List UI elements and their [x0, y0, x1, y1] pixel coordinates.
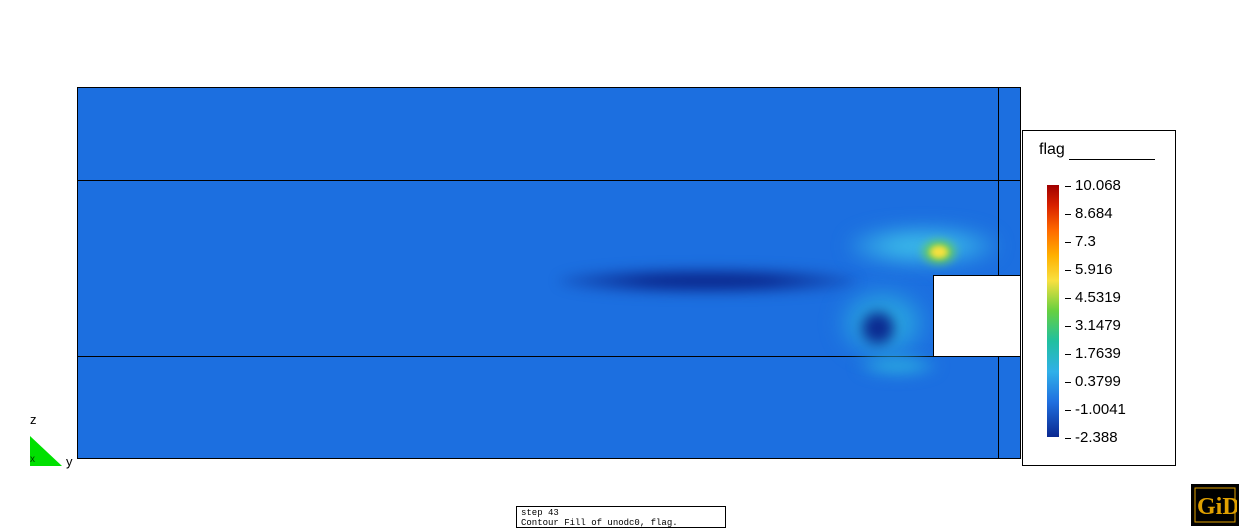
status-line-1: step 43	[521, 508, 559, 518]
legend-tick-label: 10.068	[1075, 177, 1121, 194]
legend-box: flag 10.068 8.684 7.3 5.916 4.5319 3.1479 1.76…	[1022, 130, 1176, 466]
plume-bottom-wash	[858, 356, 938, 376]
legend-tick: 8.684	[1065, 205, 1113, 222]
legend-tick-label: 5.916	[1075, 261, 1113, 278]
legend-tick: 10.068	[1065, 177, 1121, 194]
legend-ticks: 10.0688.6847.35.9164.53193.14791.76390.3…	[1065, 181, 1155, 441]
legend-tick: 1.7639	[1065, 345, 1121, 362]
legend-title-underline	[1069, 159, 1155, 160]
axis-y-label: y	[66, 454, 73, 469]
status-line-2: Contour Fill of unodc0, flag.	[521, 518, 678, 528]
legend-tick: 0.3799	[1065, 373, 1121, 390]
gid-logo-text: GiD	[1197, 494, 1237, 520]
legend-colorbar	[1047, 185, 1059, 437]
status-box: step 43 Contour Fill of unodc0, flag.	[516, 506, 726, 528]
plume-fan-inner	[858, 308, 898, 348]
legend-tick: 7.3	[1065, 233, 1096, 250]
legend-tick-label: 0.3799	[1075, 373, 1121, 390]
legend-tick-label: 1.7639	[1075, 345, 1121, 362]
legend-tick-label: 8.684	[1075, 205, 1113, 222]
axis-z-label: z	[30, 412, 37, 427]
plume-hot-core	[928, 244, 950, 260]
legend-title: flag	[1039, 141, 1065, 159]
gid-logo: GiD	[1191, 484, 1239, 526]
contour-viewport[interactable]	[78, 88, 1020, 458]
domain-vline	[998, 88, 999, 458]
legend-tick: 5.916	[1065, 261, 1113, 278]
legend-tick-label: 7.3	[1075, 233, 1096, 250]
domain-hline-1	[78, 180, 1020, 181]
obstacle-block	[934, 276, 1020, 356]
plume-streak	[558, 268, 858, 294]
legend-tick: -2.388	[1065, 429, 1118, 446]
legend-tick: -1.0041	[1065, 401, 1126, 418]
legend-tick: 3.1479	[1065, 317, 1121, 334]
legend-tick-label: 4.5319	[1075, 289, 1121, 306]
legend-tick-label: -2.388	[1075, 429, 1118, 446]
axis-x-label: x	[30, 454, 35, 465]
legend-tick-label: 3.1479	[1075, 317, 1121, 334]
legend-tick-label: -1.0041	[1075, 401, 1126, 418]
legend-tick: 4.5319	[1065, 289, 1121, 306]
axis-triad: z y x	[28, 418, 78, 468]
